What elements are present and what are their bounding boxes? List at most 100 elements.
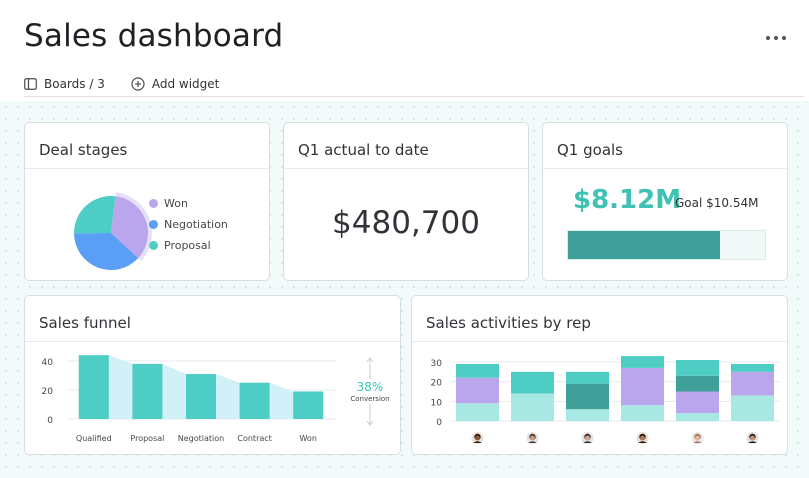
legend-label: Won [164,197,188,210]
widget-divider [412,341,787,342]
avatar-face [530,435,535,441]
stacked-bar-segment [621,356,664,368]
y-tick-label: 30 [431,359,443,369]
stacked-bar-segment [511,393,554,421]
boards-button[interactable]: Boards / 3 [24,77,105,91]
avatar-body [528,441,537,443]
more-dot-icon [766,36,770,40]
legend-item: Won [149,197,188,210]
rep-avatar [636,432,649,444]
avatar-face [640,435,645,441]
rep-avatar [526,432,539,444]
funnel-bar-proposal [132,363,163,419]
dashboard-header: Sales dashboard Boards / 3 Add widget [0,0,809,100]
y-tick-label: 40 [42,358,54,368]
widget-title: Sales funnel [39,314,131,332]
widget-divider [543,168,787,169]
deal-stages-widget[interactable]: Deal stages Won Negotiation Proposal [24,122,270,281]
sales-funnel-widget[interactable]: Sales funnel 0 20 40 Qualified Proposal Negot… [24,295,401,455]
pie-slice-won [111,196,148,259]
y-tick-label: 0 [436,418,442,428]
legend-item: Negotiation [149,218,228,231]
conversion-label: Conversion [350,395,389,403]
avatar-body [638,441,647,443]
deal-stages-pie-chart [74,192,152,270]
widget-title: Q1 actual to date [298,141,429,159]
stacked-bar-segment [621,405,664,421]
y-tick-label: 0 [47,416,53,426]
q1-goal-progress-value: $8.12M [573,185,682,215]
rep-avatar [746,432,759,444]
sales-activities-widget[interactable]: Sales activities by rep 0 10 20 30 [411,295,788,455]
widget-title: Sales activities by rep [426,314,591,332]
x-tick-label: Contract [237,434,271,443]
stacked-bar-segment [566,383,609,410]
stacked-bar-segment [511,371,554,394]
legend-item: Proposal [149,239,211,252]
avatar-body [748,441,757,443]
x-tick-label: Negotiation [178,434,224,443]
y-tick-label: 10 [431,398,443,408]
stacked-bar-segment [676,375,719,392]
q1-goal-target-label: Goal $10.54M [675,196,759,210]
toolbar: Boards / 3 Add widget [24,74,245,94]
legend-label: Proposal [164,239,211,252]
conversion-value: 38% [357,380,384,394]
avatar-face [695,435,700,441]
stacked-bar-segment [731,371,774,396]
plus-circle-icon [131,77,145,91]
add-widget-button[interactable]: Add widget [131,77,220,91]
stacked-bar-segment [566,409,609,421]
more-dot-icon [782,36,786,40]
avatar-face [585,435,590,441]
widget-divider [25,341,400,342]
avatar-face [750,435,755,441]
add-widget-label: Add widget [151,77,220,91]
stacked-bar-segment [676,391,719,414]
stacked-bar-segment [456,377,499,404]
x-tick-label: Won [299,434,316,443]
avatar-body [583,441,592,443]
sales-activities-chart: 0 10 20 30 [431,356,780,444]
funnel-bar-qualified [78,355,109,419]
legend-dot [149,220,158,229]
x-tick-label: Proposal [130,434,164,443]
legend-label: Negotiation [164,218,228,231]
funnel-bar-negotiation [186,374,216,419]
stacked-bar-segment [731,363,774,372]
y-tick-label: 20 [431,379,443,389]
rep-avatar [471,432,484,444]
rep-avatar [581,432,594,444]
boards-label: Boards / 3 [44,77,105,91]
widget-title: Q1 goals [557,141,623,159]
conversion-arrow-up-icon [366,357,374,363]
board-icon [24,78,37,90]
goal-progress-fill [568,231,720,259]
conversion-arrow-down-icon [366,420,374,426]
x-tick-label: Qualified [76,434,112,443]
y-tick-label: 20 [42,387,54,397]
pie-slice-negotiation [74,233,139,270]
goal-progress-bar [567,230,766,260]
more-options-button[interactable] [760,28,792,48]
widget-divider [284,168,528,169]
funnel-bar-won [293,391,324,419]
avatar-face [475,435,480,441]
stacked-bar-segment [676,360,719,376]
page-title: Sales dashboard [24,18,284,54]
stacked-bar-segment [621,367,664,406]
q1-actual-value: $480,700 [332,205,480,241]
stacked-bar-segment [676,413,719,421]
q1-goals-widget[interactable]: Q1 goals $8.12M Goal $10.54M [542,122,788,281]
more-dot-icon [774,36,778,40]
toolbar-divider [24,96,804,97]
stacked-bar-segment [731,395,774,421]
q1-actual-widget[interactable]: Q1 actual to date $480,700 [283,122,529,281]
widget-divider [25,168,269,169]
funnel-bar-contract [239,382,270,419]
avatar-body [693,441,702,443]
stacked-bar-segment [456,403,499,421]
stacked-bar-segment [456,363,499,378]
widget-title: Deal stages [39,141,128,159]
sales-funnel-chart: 0 20 40 Qualified Proposal Negotiation Contrac… [42,355,390,443]
